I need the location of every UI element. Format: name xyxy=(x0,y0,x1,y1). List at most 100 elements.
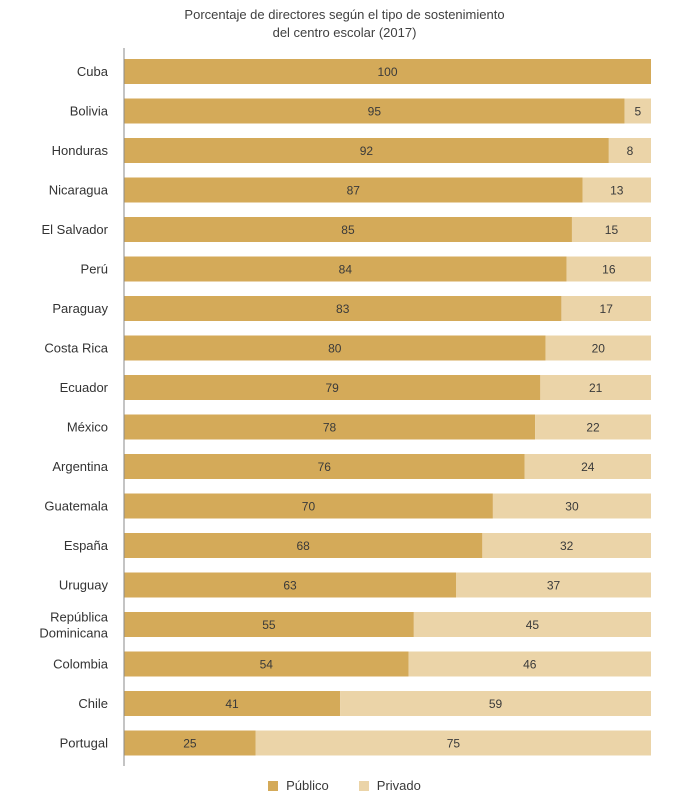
value-label-privado-costa-rica: 20 xyxy=(592,342,606,356)
category-label-paraguay: Paraguay xyxy=(52,301,108,316)
value-label-publico-el-salvador: 85 xyxy=(341,223,355,237)
bar-publico-costa-rica xyxy=(124,335,546,361)
bar-publico-guatemala xyxy=(124,493,493,519)
value-label-publico-uruguay: 63 xyxy=(283,579,297,593)
value-label-privado-colombia: 46 xyxy=(523,658,537,672)
value-label-publico-portugal: 25 xyxy=(183,737,197,751)
value-label-publico-cuba: 100 xyxy=(377,65,397,79)
category-label-peru: Perú xyxy=(81,262,108,277)
legend-swatch-publico xyxy=(268,780,279,791)
category-label-portugal: Portugal xyxy=(60,736,109,751)
value-label-privado-argentina: 24 xyxy=(581,460,595,474)
bar-privado-guatemala xyxy=(492,493,651,519)
legend-label-privado: Privado xyxy=(376,778,421,793)
bar-publico-cuba xyxy=(124,59,651,84)
value-label-privado-portugal: 75 xyxy=(447,737,461,751)
bar-publico-republica-dominicana xyxy=(124,612,414,637)
value-label-privado-peru: 16 xyxy=(602,263,616,277)
bar-publico-portugal xyxy=(124,730,256,756)
value-label-privado-nicaragua: 13 xyxy=(610,184,624,198)
legend-swatch-privado xyxy=(358,780,369,791)
bar-publico-argentina xyxy=(124,454,525,479)
bar-publico-mexico xyxy=(124,414,536,440)
value-label-publico-costa-rica: 80 xyxy=(328,342,342,356)
value-label-privado-paraguay: 17 xyxy=(600,302,614,316)
bar-privado-portugal xyxy=(255,730,651,756)
bar-privado-peru xyxy=(566,256,651,282)
value-label-privado-guatemala: 30 xyxy=(565,500,579,514)
bar-privado-uruguay xyxy=(456,572,651,598)
value-label-privado-chile: 59 xyxy=(489,697,503,711)
value-label-privado-el-salvador: 15 xyxy=(605,223,619,237)
bar-privado-colombia xyxy=(408,651,651,677)
stacked-bar-chart: Cuba 100 Bolivia 95 5 Honduras 92 8 Nicaragua 87 1… xyxy=(39,48,651,766)
bar-privado-argentina xyxy=(524,454,651,479)
value-label-publico-espana: 68 xyxy=(297,539,311,553)
category-label-nicaragua: Nicaragua xyxy=(49,183,109,198)
value-label-privado-bolivia: 5 xyxy=(634,105,641,119)
value-label-publico-bolivia: 95 xyxy=(368,105,382,119)
value-label-publico-honduras: 92 xyxy=(360,144,374,158)
bars-group: Cuba 100 Bolivia 95 5 Honduras 92 8 Nicaragua 87 1… xyxy=(39,59,651,756)
bar-privado-ecuador xyxy=(540,375,651,400)
bar-publico-honduras xyxy=(124,138,609,163)
category-label-mexico: México xyxy=(67,420,108,435)
chart-title-line-2: del centro escolar (2017) xyxy=(272,25,417,40)
category-label-espana: España xyxy=(64,538,109,553)
bar-publico-paraguay xyxy=(124,296,562,321)
bar-privado-el-salvador xyxy=(571,217,651,242)
value-label-publico-guatemala: 70 xyxy=(302,500,316,514)
value-label-publico-nicaragua: 87 xyxy=(347,184,361,198)
value-label-publico-paraguay: 83 xyxy=(336,302,350,316)
value-label-publico-argentina: 76 xyxy=(318,460,332,474)
bar-privado-paraguay xyxy=(561,296,651,321)
bar-privado-honduras xyxy=(608,138,651,163)
category-label-el-salvador: El Salvador xyxy=(42,222,109,237)
value-label-privado-republica-dominicana: 45 xyxy=(526,618,540,632)
bar-privado-republica-dominicana xyxy=(413,612,651,637)
legend: Público Privado xyxy=(0,778,689,793)
bar-privado-costa-rica xyxy=(545,335,651,361)
value-label-publico-peru: 84 xyxy=(339,263,353,277)
category-label-guatemala: Guatemala xyxy=(44,499,108,514)
bar-publico-uruguay xyxy=(124,572,457,598)
bar-privado-espana xyxy=(482,533,651,558)
bar-privado-nicaragua xyxy=(582,177,651,203)
bar-privado-mexico xyxy=(535,414,651,440)
legend-item-publico: Público xyxy=(268,778,329,793)
value-label-privado-mexico: 22 xyxy=(586,421,600,435)
category-label-chile: Chile xyxy=(78,696,108,711)
value-label-privado-espana: 32 xyxy=(560,539,574,553)
category-label-costa-rica: Costa Rica xyxy=(44,341,108,356)
bar-publico-bolivia xyxy=(124,98,625,124)
bar-publico-nicaragua xyxy=(124,177,583,203)
legend-label-publico: Público xyxy=(286,778,329,793)
value-label-publico-ecuador: 79 xyxy=(325,381,339,395)
category-label-argentina: Argentina xyxy=(52,459,108,474)
chart-title-line-1: Porcentaje de directores según el tipo d… xyxy=(184,7,505,22)
value-label-publico-republica-dominicana: 55 xyxy=(262,618,276,632)
value-label-privado-ecuador: 21 xyxy=(589,381,603,395)
value-label-privado-honduras: 8 xyxy=(627,144,634,158)
bar-publico-espana xyxy=(124,533,483,558)
category-label-ecuador: Ecuador xyxy=(60,380,109,395)
chart-title: Porcentaje de directores según el tipo d… xyxy=(0,6,689,42)
bar-publico-ecuador xyxy=(124,375,541,400)
value-label-publico-colombia: 54 xyxy=(260,658,274,672)
category-label-uruguay: Uruguay xyxy=(59,578,109,593)
bar-privado-bolivia xyxy=(624,98,651,124)
category-label-bolivia: Bolivia xyxy=(70,104,109,119)
category-label-republica-dominicana: República Dominicana xyxy=(39,610,108,641)
category-label-cuba: Cuba xyxy=(77,64,109,79)
bar-publico-peru xyxy=(124,256,567,282)
value-label-privado-uruguay: 37 xyxy=(547,579,561,593)
bar-publico-colombia xyxy=(124,651,409,677)
value-label-publico-mexico: 78 xyxy=(323,421,337,435)
bar-publico-el-salvador xyxy=(124,217,572,242)
bar-publico-chile xyxy=(124,691,341,716)
legend-item-privado: Privado xyxy=(358,778,421,793)
category-label-honduras: Honduras xyxy=(52,143,109,158)
bar-privado-chile xyxy=(340,691,651,716)
category-label-colombia: Colombia xyxy=(53,657,109,672)
value-label-publico-chile: 41 xyxy=(225,697,239,711)
